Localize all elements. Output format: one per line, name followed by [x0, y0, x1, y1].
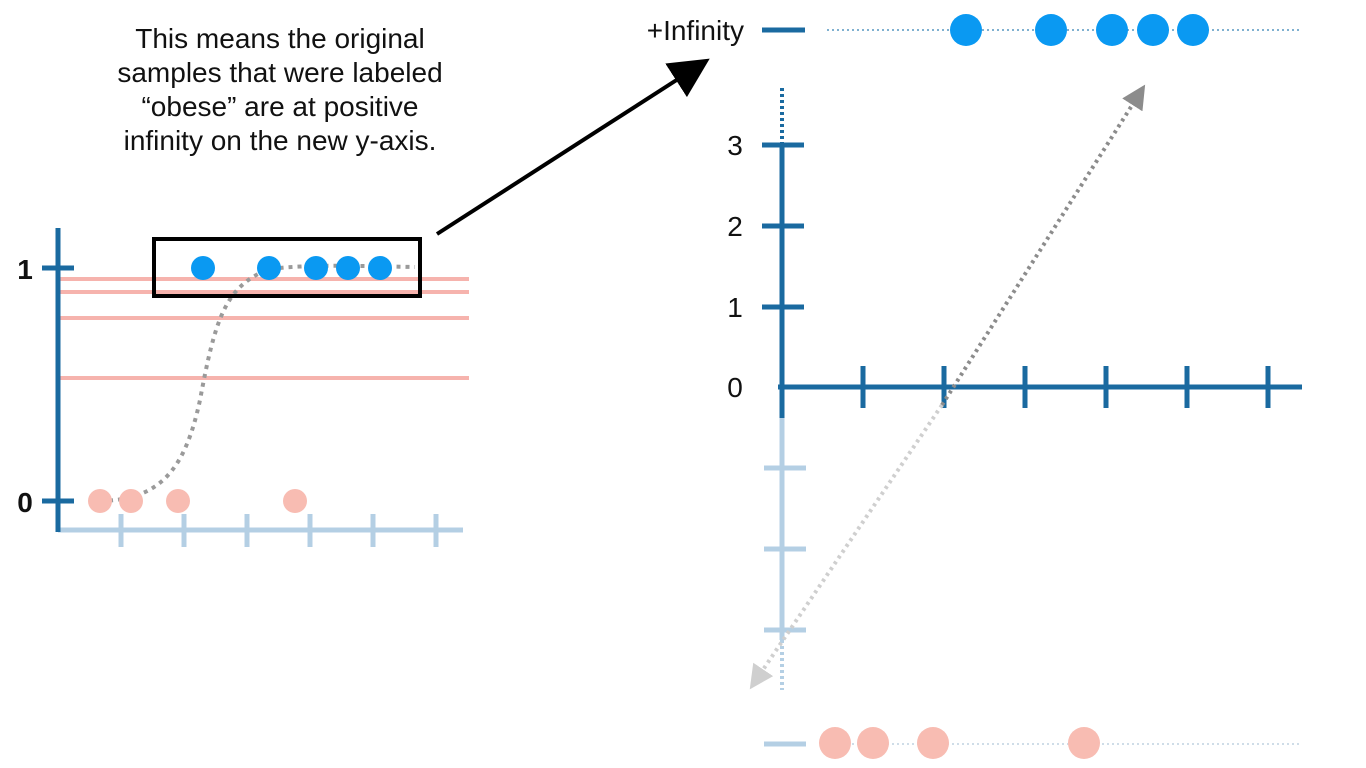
y-tick-label-0: 0 [17, 487, 33, 518]
obese-sample-at-infinity [1137, 14, 1169, 46]
not-obese-sample-at-neg-infinity [857, 727, 889, 759]
callout-text: This means the original samples that wer… [70, 22, 490, 158]
y-tick-label-2: 2 [727, 211, 743, 242]
callout-arrow [435, 58, 710, 236]
callout-line-2: samples that were labeled [117, 57, 443, 88]
y-tick-label-1: 1 [17, 254, 33, 285]
not-obese-sample [283, 489, 307, 513]
left-plot: 1 0 [17, 228, 469, 547]
y-tick-label-0: 0 [727, 372, 743, 403]
highlight-box [152, 237, 422, 298]
obese-sample [336, 256, 360, 280]
callout-line-4: infinity on the new y-axis. [123, 125, 437, 156]
obese-sample [304, 256, 328, 280]
obese-sample-at-infinity [1035, 14, 1067, 46]
log-odds-line-upper [940, 84, 1146, 407]
not-obese-sample-at-neg-infinity [819, 727, 851, 759]
obese-sample-at-infinity [950, 14, 982, 46]
infinity-label: +Infinity [647, 15, 744, 46]
sigmoid-curve [99, 263, 416, 503]
obese-sample [368, 256, 392, 280]
obese-sample [257, 256, 281, 280]
not-obese-sample [88, 489, 112, 513]
obese-sample [191, 256, 215, 280]
obese-sample-at-infinity [1096, 14, 1128, 46]
left-x-ticks [118, 514, 439, 547]
not-obese-sample-at-neg-infinity [917, 727, 949, 759]
right-x-ticks [860, 366, 1271, 408]
log-odds-line-lower [749, 403, 944, 690]
y-tick-label-1: 1 [727, 292, 743, 323]
callout-line-1: This means the original [135, 23, 425, 54]
not-obese-sample [119, 489, 143, 513]
right-plot: +Infinity 3 2 1 0 [647, 14, 1302, 759]
not-obese-sample-at-neg-infinity [1068, 727, 1100, 759]
y-tick-label-3: 3 [727, 130, 743, 161]
callout-line-3: “obese” are at positive [141, 91, 419, 122]
obese-sample-at-infinity [1177, 14, 1209, 46]
not-obese-sample [166, 489, 190, 513]
